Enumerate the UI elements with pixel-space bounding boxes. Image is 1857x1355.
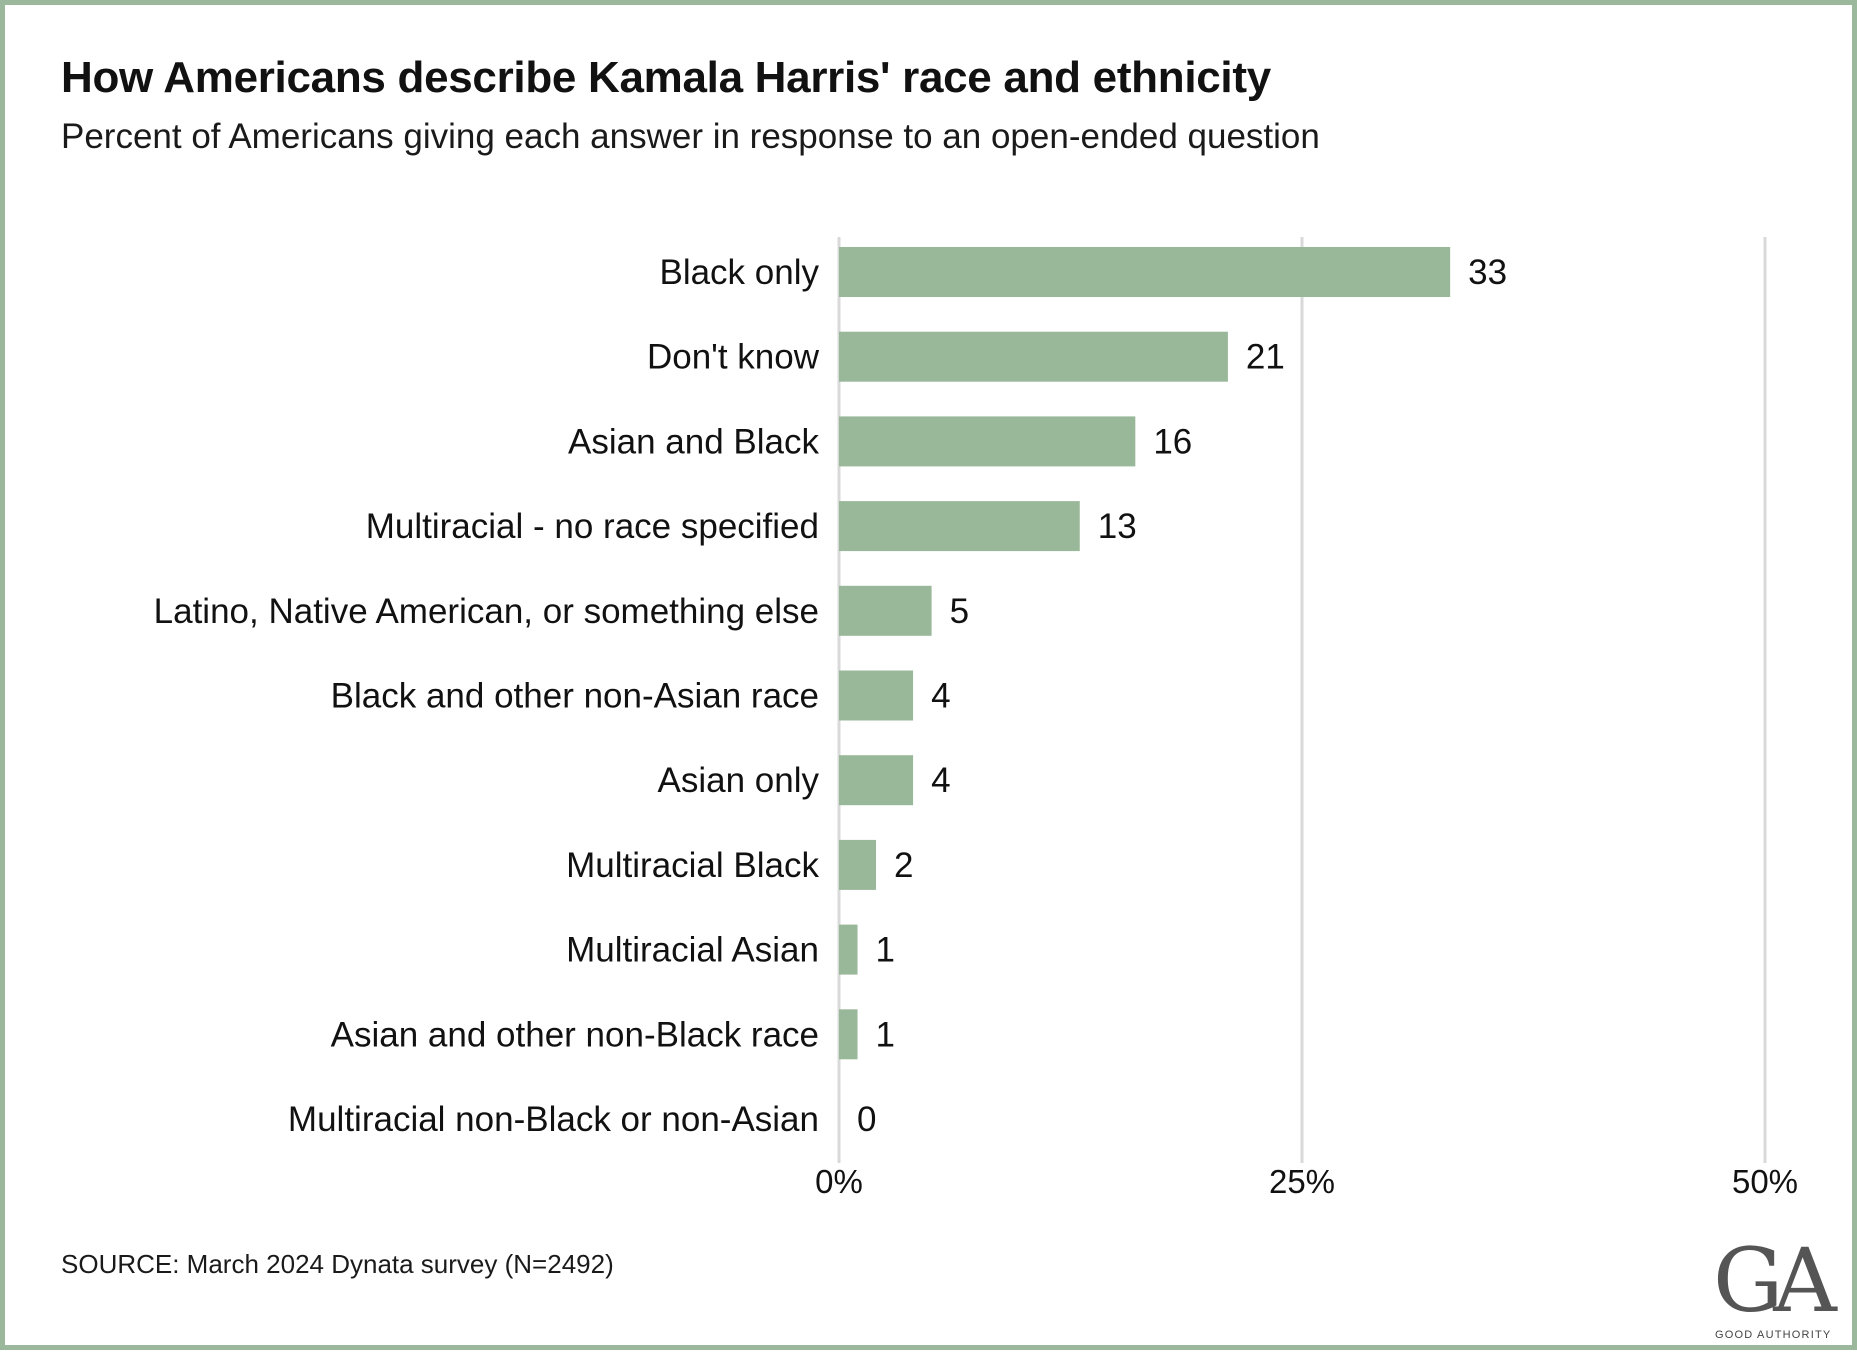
- category-label: Black and other non-Asian race: [331, 677, 819, 716]
- category-label: Multiracial Asian: [566, 931, 819, 970]
- x-axis-ticks: 0% 25% 50%: [815, 1163, 1798, 1200]
- chart-title: How Americans describe Kamala Harris' ra…: [61, 53, 1271, 102]
- logo-mark: GA: [1713, 1229, 1837, 1332]
- chart-subtitle: Percent of Americans giving each answer …: [61, 117, 1320, 156]
- category-label: Asian and Black: [568, 422, 819, 461]
- good-authority-logo: GA GOOD AUTHORITY: [1705, 1237, 1845, 1342]
- value-label: 1: [876, 931, 895, 970]
- category-labels: Black only Don't know Asian and Black Multi…: [154, 253, 820, 1139]
- x-tick-label: 0%: [815, 1163, 863, 1200]
- bar: [839, 755, 914, 806]
- bar: [839, 670, 914, 721]
- category-label: Multiracial Black: [566, 846, 819, 885]
- bar: [839, 839, 877, 890]
- value-label: 16: [1153, 422, 1192, 461]
- value-label: 13: [1098, 507, 1137, 546]
- bar: [839, 585, 932, 636]
- logo-text: GOOD AUTHORITY: [1715, 1329, 1832, 1341]
- bar: [839, 416, 1136, 467]
- value-label: 21: [1246, 338, 1285, 377]
- value-label: 4: [931, 677, 950, 716]
- value-label: 1: [876, 1015, 895, 1054]
- bar: [839, 331, 1228, 382]
- source-note: SOURCE: March 2024 Dynata survey (N=2492…: [61, 1249, 614, 1279]
- category-label: Black only: [659, 253, 819, 292]
- bar: [839, 924, 858, 975]
- category-label: Multiracial non-Black or non-Asian: [288, 1100, 819, 1139]
- value-label: 0: [857, 1100, 876, 1139]
- x-tick-label: 25%: [1269, 1163, 1335, 1200]
- category-label: Latino, Native American, or something el…: [154, 592, 819, 631]
- value-label: 5: [950, 592, 969, 631]
- value-label: 4: [931, 761, 950, 800]
- bar: [839, 247, 1451, 297]
- bars: [839, 247, 1451, 1060]
- bar-chart: Black only Don't know Asian and Black Multi…: [154, 237, 1798, 1200]
- bar: [839, 1009, 858, 1060]
- value-label: 33: [1468, 253, 1507, 292]
- category-label: Multiracial - no race specified: [366, 507, 819, 546]
- category-label: Don't know: [647, 338, 820, 377]
- value-label: 2: [894, 846, 913, 885]
- category-label: Asian and other non-Black race: [331, 1015, 819, 1054]
- x-tick-label: 50%: [1732, 1163, 1798, 1200]
- bar: [839, 501, 1080, 552]
- category-label: Asian only: [658, 761, 820, 800]
